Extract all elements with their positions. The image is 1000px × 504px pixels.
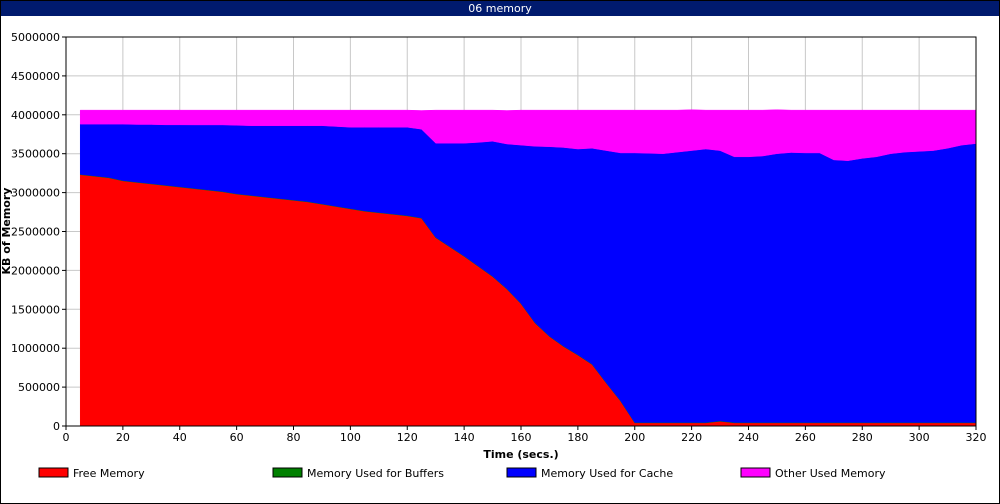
legend-label-other-used-memory: Other Used Memory	[775, 467, 886, 480]
x-axis-ticks: 0 20 40 60 80 100 120 140 160 180 200 220 240 260 280 3…	[63, 426, 987, 444]
x-tick-label: 300	[909, 431, 930, 444]
legend: Free Memory Memory Used for Buffers Memory…	[38, 467, 886, 480]
x-tick-label: 100	[340, 431, 361, 444]
legend-label-memory-used-for-cache: Memory Used for Cache	[541, 467, 673, 480]
y-tick-label: 4000000	[11, 109, 60, 122]
legend-swatch-memory-used-for-buffers	[272, 467, 303, 478]
x-tick-label: 60	[230, 431, 244, 444]
y-tick-label: 5000000	[11, 31, 60, 44]
x-tick-label: 40	[173, 431, 187, 444]
legend-swatch-memory-used-for-cache	[506, 467, 537, 478]
x-tick-label: 240	[738, 431, 759, 444]
x-tick-label: 120	[397, 431, 418, 444]
area-series	[79, 109, 977, 427]
legend-swatch-free-memory	[38, 467, 69, 478]
legend-label-memory-used-for-buffers: Memory Used for Buffers	[307, 467, 444, 480]
chart-title: 06 memory	[1, 1, 999, 16]
x-tick-label: 180	[567, 431, 588, 444]
x-tick-label: 160	[511, 431, 532, 444]
legend-swatch-other-used-memory	[740, 467, 771, 478]
x-tick-label: 80	[287, 431, 301, 444]
y-axis-ticks: 0 500000 1000000 1500000 2000000 2500000 30000…	[11, 31, 66, 433]
y-axis-label: KB of Memory	[1, 188, 13, 275]
y-tick-label: 2500000	[11, 226, 60, 239]
x-tick-label: 0	[63, 431, 70, 444]
x-tick-label: 220	[681, 431, 702, 444]
y-tick-label: 4500000	[11, 70, 60, 83]
x-axis-label: Time (secs.)	[483, 448, 558, 461]
y-tick-label: 1000000	[11, 342, 60, 355]
x-tick-label: 320	[966, 431, 987, 444]
y-tick-label: 2000000	[11, 264, 60, 277]
y-tick-label: 3000000	[11, 187, 60, 200]
y-tick-label: 3500000	[11, 148, 60, 161]
x-tick-label: 20	[116, 431, 130, 444]
y-tick-label: 1500000	[11, 303, 60, 316]
y-tick-label: 0	[53, 420, 60, 433]
x-tick-label: 140	[454, 431, 475, 444]
x-tick-label: 280	[852, 431, 873, 444]
x-tick-label: 260	[795, 431, 816, 444]
y-tick-label: 500000	[18, 381, 60, 394]
x-tick-label: 200	[624, 431, 645, 444]
legend-label-free-memory: Free Memory	[73, 467, 145, 480]
